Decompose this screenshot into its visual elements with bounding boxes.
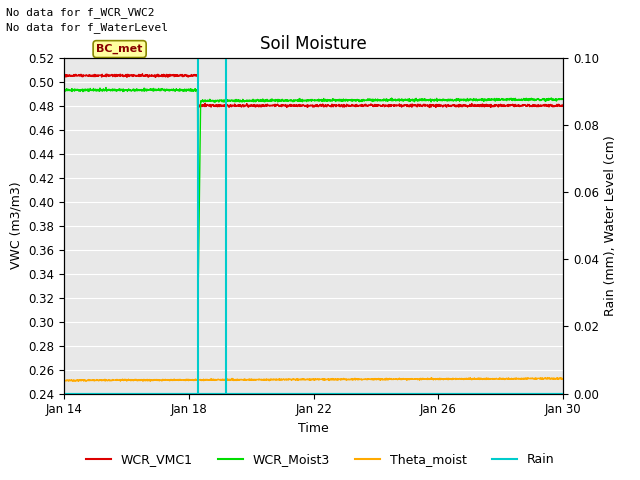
Text: No data for f_WCR_VWC2: No data for f_WCR_VWC2 xyxy=(6,7,155,18)
Text: BC_met: BC_met xyxy=(97,44,143,54)
Y-axis label: Rain (mm), Water Level (cm): Rain (mm), Water Level (cm) xyxy=(604,135,618,316)
Legend: WCR_VMC1, WCR_Moist3, Theta_moist, Rain: WCR_VMC1, WCR_Moist3, Theta_moist, Rain xyxy=(81,448,559,471)
X-axis label: Time: Time xyxy=(298,422,329,435)
Title: Soil Moisture: Soil Moisture xyxy=(260,35,367,53)
Y-axis label: VWC (m3/m3): VWC (m3/m3) xyxy=(10,182,22,269)
Text: No data for f_WaterLevel: No data for f_WaterLevel xyxy=(6,22,168,33)
